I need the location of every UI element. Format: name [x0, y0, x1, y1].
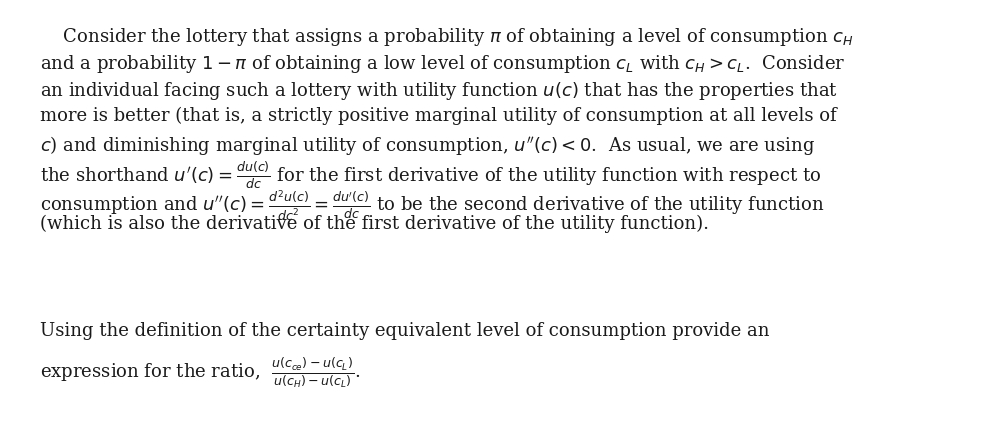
Text: (which is also the derivative of the first derivative of the utility function).: (which is also the derivative of the fir… — [40, 215, 709, 233]
Text: the shorthand $u'(c) = \frac{du(c)}{dc}$ for the first derivative of the utility: the shorthand $u'(c) = \frac{du(c)}{dc}$… — [40, 161, 821, 192]
Text: an individual facing such a lottery with utility function $u(c)$ that has the pr: an individual facing such a lottery with… — [40, 80, 838, 102]
Text: and a probability $1-\pi$ of obtaining a low level of consumption $c_L$ with $c_: and a probability $1-\pi$ of obtaining a… — [40, 53, 846, 75]
Text: $c$) and diminishing marginal utility of consumption, $u''(c) < 0$.  As usual, w: $c$) and diminishing marginal utility of… — [40, 134, 815, 157]
Text: Using the definition of the certainty equivalent level of consumption provide an: Using the definition of the certainty eq… — [40, 322, 769, 340]
Text: Consider the lottery that assigns a probability $\pi$ of obtaining a level of co: Consider the lottery that assigns a prob… — [40, 26, 854, 48]
Text: expression for the ratio,  $\frac{u(c_{ce})-u(c_L)}{u(c_H)-u(c_L)}$.: expression for the ratio, $\frac{u(c_{ce… — [40, 356, 361, 390]
Text: consumption and $u''(c) = \frac{d^2u(c)}{dc^2} = \frac{du'(c)}{dc}$ to be the se: consumption and $u''(c) = \frac{d^2u(c)}… — [40, 188, 825, 223]
Text: more is better (that is, a strictly positive marginal utility of consumption at : more is better (that is, a strictly posi… — [40, 107, 837, 125]
